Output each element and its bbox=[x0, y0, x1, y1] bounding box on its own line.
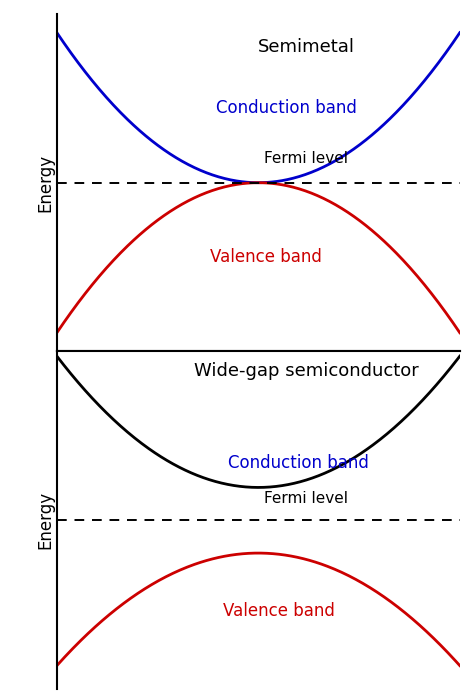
Y-axis label: Energy: Energy bbox=[36, 491, 54, 549]
Text: Fermi level: Fermi level bbox=[264, 151, 348, 166]
Text: Fermi level: Fermi level bbox=[264, 491, 348, 506]
Y-axis label: Energy: Energy bbox=[36, 154, 54, 212]
Text: Valence band: Valence band bbox=[222, 603, 335, 620]
Text: Conduction band: Conduction band bbox=[216, 100, 357, 118]
Text: Conduction band: Conduction band bbox=[228, 454, 369, 472]
Text: Semimetal: Semimetal bbox=[258, 38, 355, 56]
Text: Wide-gap semiconductor: Wide-gap semiconductor bbox=[194, 362, 419, 379]
Text: Valence band: Valence band bbox=[210, 248, 322, 266]
